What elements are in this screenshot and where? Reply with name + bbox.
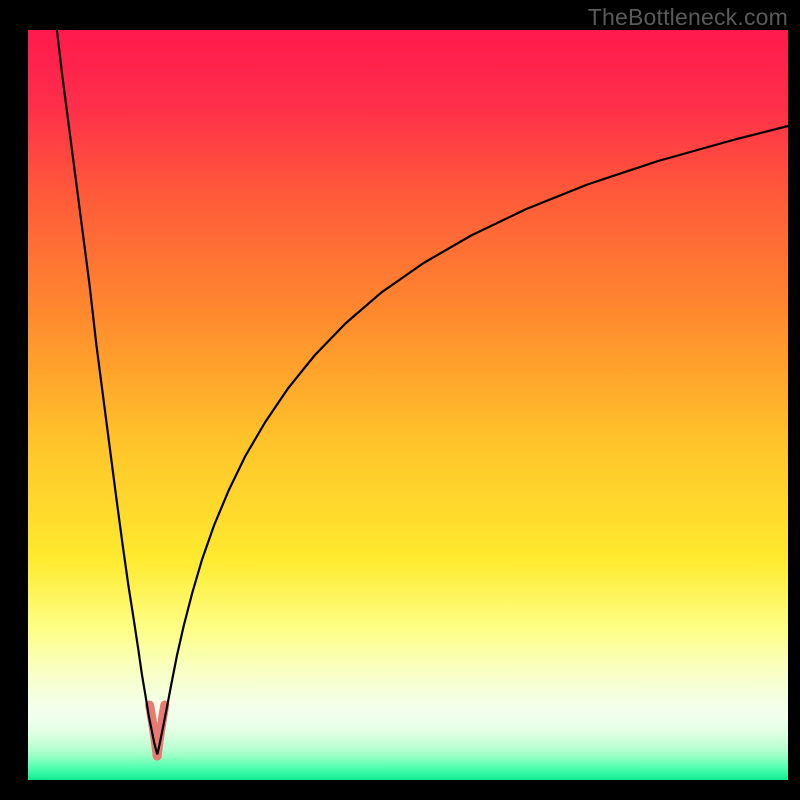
bottleneck-chart bbox=[0, 0, 800, 800]
chart-container: TheBottleneck.com bbox=[0, 0, 800, 800]
